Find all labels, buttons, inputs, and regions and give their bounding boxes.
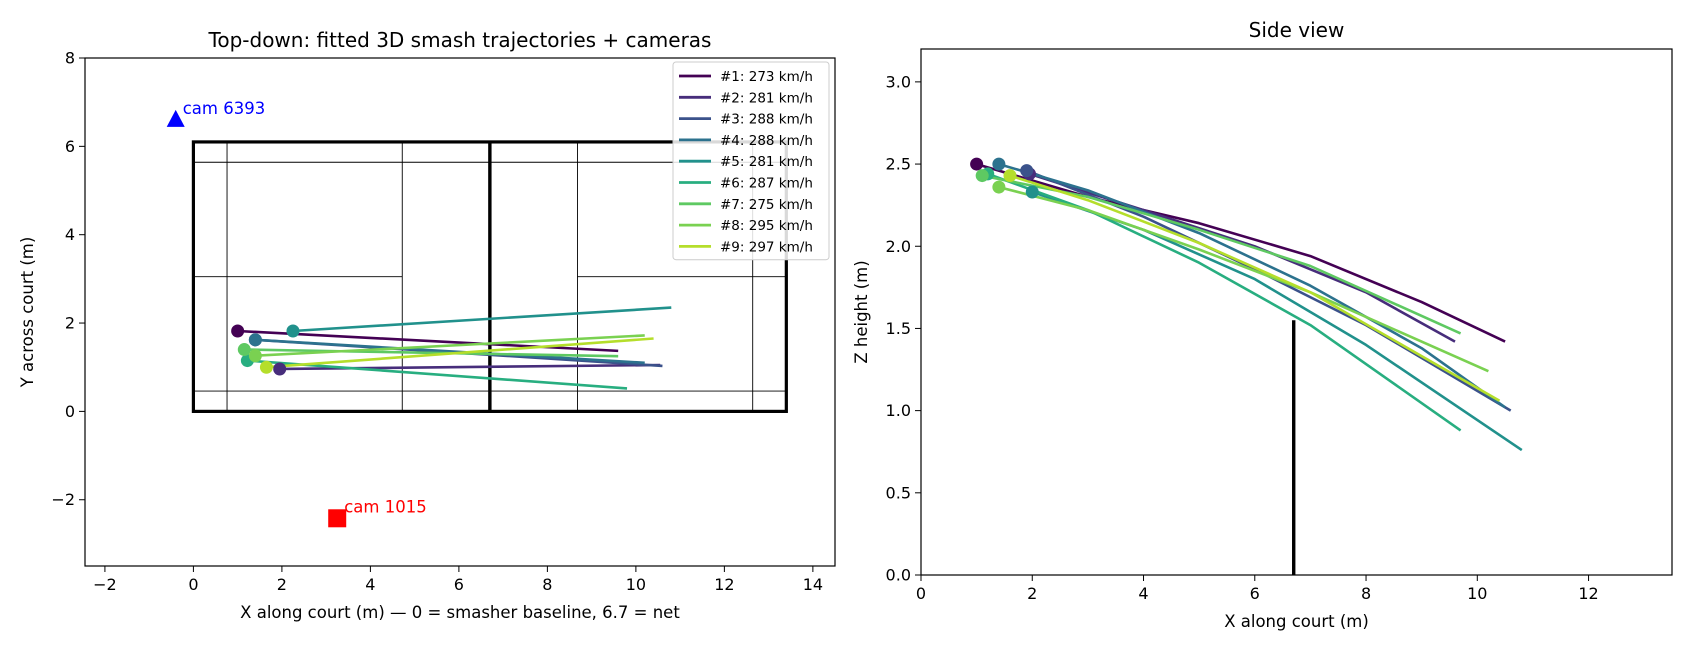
camera-marker-2 <box>328 509 347 528</box>
camera-label-1: cam 6393 <box>183 99 265 118</box>
x-tick-label: 10 <box>626 575 646 594</box>
legend-entry-6: #6: 287 km/h <box>720 176 813 192</box>
trajectory-start-point-9 <box>259 360 273 374</box>
side-trajectory-start-point-7 <box>975 169 989 183</box>
y-tick-label: 3.0 <box>886 72 911 91</box>
topdown-plot-area: cam 6393 cam 1015 <box>166 99 788 528</box>
topdown-x-axis-label: X along court (m) — 0 = smasher baseline… <box>240 603 680 622</box>
x-tick-label: 14 <box>803 575 823 594</box>
camera-label-2: cam 1015 <box>344 497 427 516</box>
topdown-title: Top-down: fitted 3D smash trajectories +… <box>208 28 712 52</box>
y-tick-label: 0.0 <box>886 566 911 585</box>
x-tick-label: 6 <box>454 575 464 594</box>
side-trajectory-start-point-5 <box>1025 185 1039 199</box>
court <box>191 140 788 413</box>
side-trajectory-line-1 <box>976 162 1506 343</box>
legend: #1: 273 km/h #2: 281 km/h #3: 288 km/h #4: … <box>672 61 830 261</box>
legend-entry-4: #4: 288 km/h <box>720 133 813 149</box>
trajectory-start-point-8 <box>248 349 262 363</box>
y-tick-label: 1.5 <box>886 319 911 338</box>
trajectory-line-8 <box>255 334 645 358</box>
trajectory-line-9 <box>266 337 654 369</box>
side-view-y-axis-label: Z height (m) <box>852 260 871 363</box>
y-tick-label: 2.0 <box>886 237 911 256</box>
legend-entry-7: #7: 275 km/h <box>720 197 813 213</box>
topdown-y-axis-label: Y across court (m) <box>18 237 37 389</box>
side-trajectory-start-point-9 <box>1003 169 1017 183</box>
side-trajectory-start-point-1 <box>970 157 984 171</box>
x-tick-label: 12 <box>714 575 734 594</box>
x-tick-label: 4 <box>365 575 375 594</box>
trajectory-start-point-2 <box>273 362 287 376</box>
camera-marker-1 <box>166 109 185 127</box>
trajectory-line-1 <box>237 329 619 353</box>
side-trajectory-start-point-4 <box>992 157 1006 171</box>
side-trajectory-start-point-3 <box>1020 164 1034 178</box>
topdown-ticks: −2 0 2 4 6 8 10 12 14 −2 0 2 4 6 8 <box>51 49 823 595</box>
x-tick-label: 2 <box>277 575 287 594</box>
side-trajectory-line-4 <box>998 162 1506 409</box>
trajectory-start-point-7 <box>237 343 251 357</box>
x-tick-label: 6 <box>1250 584 1260 603</box>
legend-entry-3: #3: 288 km/h <box>720 112 813 128</box>
x-tick-label: 0 <box>916 584 926 603</box>
topdown-panel: cam 6393 cam 1015 −2 0 2 4 6 8 10 12 14 −2 0 2 4 6 8 To… <box>18 28 836 622</box>
trajectory-line-4 <box>255 338 645 365</box>
trajectory-line-5 <box>292 306 672 333</box>
x-tick-label: 8 <box>542 575 552 594</box>
legend-entry-5: #5: 281 km/h <box>720 154 813 170</box>
y-tick-label: 6 <box>65 137 75 156</box>
side-trajectory-line-5 <box>1031 190 1523 452</box>
y-tick-label: 1.0 <box>886 401 911 420</box>
x-tick-label: 4 <box>1138 584 1148 603</box>
x-tick-label: 0 <box>188 575 198 594</box>
side-trajectory-start-point-8 <box>992 180 1006 194</box>
y-tick-label: 0 <box>65 402 75 421</box>
trajectory-start-point-5 <box>286 324 300 338</box>
y-tick-label: 2 <box>65 314 75 333</box>
trajectory-start-point-4 <box>248 333 262 347</box>
legend-box <box>672 61 830 261</box>
x-tick-label: 2 <box>1027 584 1037 603</box>
y-tick-label: 8 <box>65 49 75 68</box>
legend-entry-9: #9: 297 km/h <box>720 239 813 255</box>
y-tick-label: 2.5 <box>886 155 911 174</box>
y-tick-label: 0.5 <box>886 483 911 502</box>
x-tick-label: 8 <box>1361 584 1371 603</box>
side-view-panel: 0 2 4 6 8 10 12 0.0 0.5 1.0 1.5 2.0 2.5 3.0 Side view… <box>852 18 1673 631</box>
x-tick-label: 12 <box>1578 584 1598 603</box>
y-tick-label: −2 <box>51 490 75 509</box>
side-trajectory-line-6 <box>987 172 1462 432</box>
side-view-x-axis-label: X along court (m) <box>1224 612 1369 631</box>
side-view-title: Side view <box>1249 18 1345 42</box>
legend-entry-8: #8: 295 km/h <box>720 218 813 234</box>
side-trajectory-line-8 <box>998 185 1489 373</box>
trajectory-line-7 <box>244 348 619 358</box>
side-view-plot-area <box>970 157 1523 575</box>
trajectory-start-point-1 <box>231 324 245 338</box>
x-tick-label: 10 <box>1467 584 1487 603</box>
x-tick-label: −2 <box>93 575 117 594</box>
topdown-axes-frame <box>84 57 836 567</box>
legend-entry-1: #1: 273 km/h <box>720 69 813 85</box>
side-view-axes-frame <box>920 48 1673 576</box>
y-tick-label: 4 <box>65 225 75 244</box>
side-trajectory-line-9 <box>1009 174 1501 402</box>
side-trajectory-line-3 <box>1026 169 1512 412</box>
legend-entry-2: #2: 281 km/h <box>720 90 813 106</box>
side-view-ticks: 0 2 4 6 8 10 12 0.0 0.5 1.0 1.5 2.0 2.5 3.0 <box>886 72 1599 603</box>
